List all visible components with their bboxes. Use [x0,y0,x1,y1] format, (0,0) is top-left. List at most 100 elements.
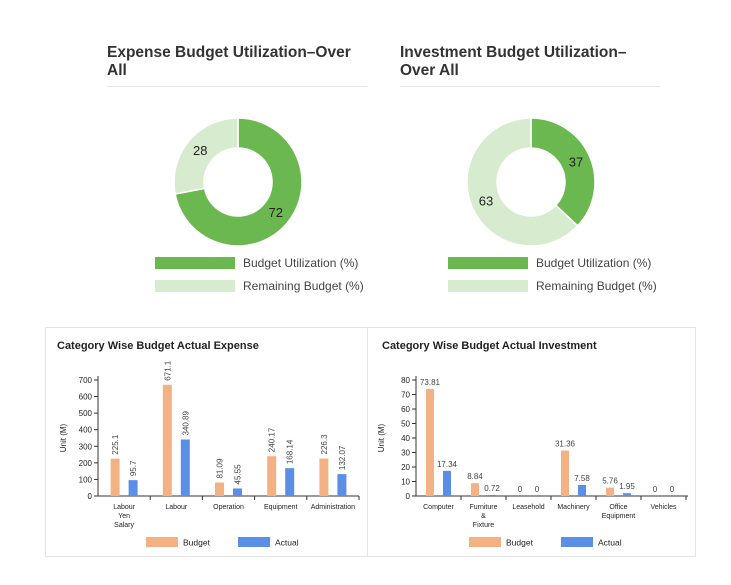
investment-bar-legend-label-budget[interactable]: Budget [506,538,534,548]
investment-bar-bar-actual[interactable] [443,470,451,496]
expense-bar-bar-actual[interactable] [128,480,138,496]
expense-bar-category-label: Operation [213,504,244,511]
investment-bar-data-label: 5.76 [602,477,618,486]
expense-bar-bar-actual[interactable] [337,474,347,496]
investment-bar-bar-budget[interactable] [426,388,434,496]
investment-bar-category-label: Office [609,504,627,511]
investment-bar-category-label: Leasehold [512,504,544,511]
expense-donut-slice-utilization[interactable] [174,117,303,247]
expense-bar-category-label: Equipment [264,504,298,511]
expense-bar-category-label: Labour [165,504,187,511]
investment-bar-data-label: 0 [670,485,675,494]
investment-donut-chart: 37 63 [466,117,596,247]
expense-bar-legend-label-budget[interactable]: Budget [183,538,211,548]
expense-bar-data-label: 81.09 [216,458,225,479]
investment-bar-data-label: 7.58 [574,474,590,483]
expense-bar-legend-swatch-budget[interactable] [146,537,178,547]
investment-bar-category-label: & [481,513,486,520]
investment-legend-remaining[interactable]: Remaining Budget (%) [448,279,657,293]
investment-donut-title: Investment Budget Utilization– Over All [400,44,627,80]
expense-bar-card: Category Wise Budget Actual Expense Unit… [45,327,369,557]
expense-bar-y-tick-label: 300 [79,442,93,451]
investment-bar-data-label: 31.36 [555,440,576,449]
expense-bar-data-label: 132.07 [338,445,347,470]
investment-bar-category-label: Furniture [469,504,497,511]
investment-donut-title-line2: Over All [400,62,459,79]
expense-donut-title: Expense Budget Utilization–Over All [107,44,351,80]
expense-donut-slice-remaining[interactable] [173,117,239,195]
legend-swatch-utilization [448,257,528,269]
expense-bar-bar-budget[interactable] [162,384,172,496]
expense-bar-y-tick-label: 200 [79,459,93,468]
investment-donut-slice-label-remaining: 63 [479,193,493,208]
expense-bar-data-label: 240.17 [268,427,277,452]
investment-donut-title-line1: Investment Budget Utilization– [400,44,627,61]
investment-bar-card: Category Wise Budget Actual Investment U… [367,327,696,557]
investment-bar-bar-actual[interactable] [578,485,586,496]
expense-bar-y-tick-label: 100 [79,475,93,484]
investment-donut-slice-label-utilization: 37 [569,155,583,170]
investment-bar-bar-actual[interactable] [623,493,631,496]
legend-label: Budget Utilization (%) [243,256,359,270]
expense-legend-utilization[interactable]: Budget Utilization (%) [155,256,358,270]
investment-bar-bar-budget[interactable] [561,450,569,496]
expense-bar-bar-budget[interactable] [110,458,120,496]
investment-bar-y-tick-label: 10 [401,478,410,487]
expense-donut-chart: 72 28 [173,117,303,247]
investment-bar-category-label: Vehicles [650,504,677,511]
expense-bar-data-label: 168.14 [286,439,295,464]
investment-bar-legend-swatch-budget[interactable] [469,537,501,547]
expense-donut-title-line1: Expense Budget Utilization–Over [107,44,351,61]
investment-bar-legend-label-actual[interactable]: Actual [598,538,622,548]
investment-bar-category-label: Computer [423,504,454,511]
expense-bar-bar-budget[interactable] [215,482,224,496]
expense-donut-slice-label-utilization: 72 [269,205,283,220]
legend-swatch-utilization [155,257,235,269]
legend-swatch-remaining [448,280,528,292]
expense-bar-bar-budget[interactable] [267,456,277,496]
expense-bar-bar-actual[interactable] [180,439,190,496]
investment-bar-y-tick-label: 20 [401,463,410,472]
investment-bar-chart: Unit (M) 0 10 20 30 40 50 60 70 80 Computer 73.81 17… [377,376,688,548]
expense-bar-title: Category Wise Budget Actual Expense [57,340,259,352]
investment-bar-category-label: Machinery [557,504,590,511]
expense-bar-category-label: Administration [311,504,355,511]
investment-bar-title: Category Wise Budget Actual Investment [382,340,597,352]
expense-bar-bar-budget[interactable] [319,458,329,496]
expense-donut-divider [107,86,367,87]
expense-bar-y-tick-label: 500 [79,409,93,418]
investment-bar-data-label: 0.72 [484,484,500,493]
expense-bar-legend-swatch-actual[interactable] [238,537,270,547]
expense-legend-remaining[interactable]: Remaining Budget (%) [155,279,364,293]
investment-bar-bar-budget[interactable] [471,483,479,496]
expense-bar-y-tick-label: 0 [88,492,93,501]
investment-bar-data-label: 0 [653,485,658,494]
expense-bar-data-label: 95.7 [129,460,138,476]
expense-bar-data-label: 671.1 [163,360,172,381]
expense-bar-y-tick-label: 400 [79,426,93,435]
investment-donut-divider [400,86,660,87]
expense-bar-category-label: Salary [114,522,134,529]
investment-bar-data-label: 17.34 [437,460,458,469]
expense-bar-legend-label-actual[interactable]: Actual [275,538,299,548]
expense-bar-data-label: 45.55 [234,464,243,485]
expense-bar-bar-actual[interactable] [285,468,295,496]
expense-bar-y-axis-title: Unit (M) [59,423,68,452]
expense-donut-title-line2: All [107,62,127,79]
investment-donut-slice-utilization[interactable] [530,117,596,227]
investment-bar-category-label: Fixture [473,522,495,529]
legend-label: Remaining Budget (%) [243,279,364,293]
investment-bar-data-label: 0 [535,485,540,494]
investment-bar-bar-budget[interactable] [606,487,614,496]
legend-label: Remaining Budget (%) [536,279,657,293]
investment-bar-legend-swatch-actual[interactable] [561,537,593,547]
expense-donut-slice-label-remaining: 28 [193,143,207,158]
investment-legend-utilization[interactable]: Budget Utilization (%) [448,256,651,270]
expense-bar-bar-actual[interactable] [233,488,242,496]
investment-donut-slice-remaining[interactable] [466,117,579,247]
investment-bar-bar-actual[interactable] [488,494,496,496]
investment-bar-category-label: Equipment [602,513,636,520]
investment-bar-data-label: 73.81 [420,378,441,387]
investment-bar-y-tick-label: 40 [401,434,410,443]
expense-bar-data-label: 225.1 [111,434,120,455]
